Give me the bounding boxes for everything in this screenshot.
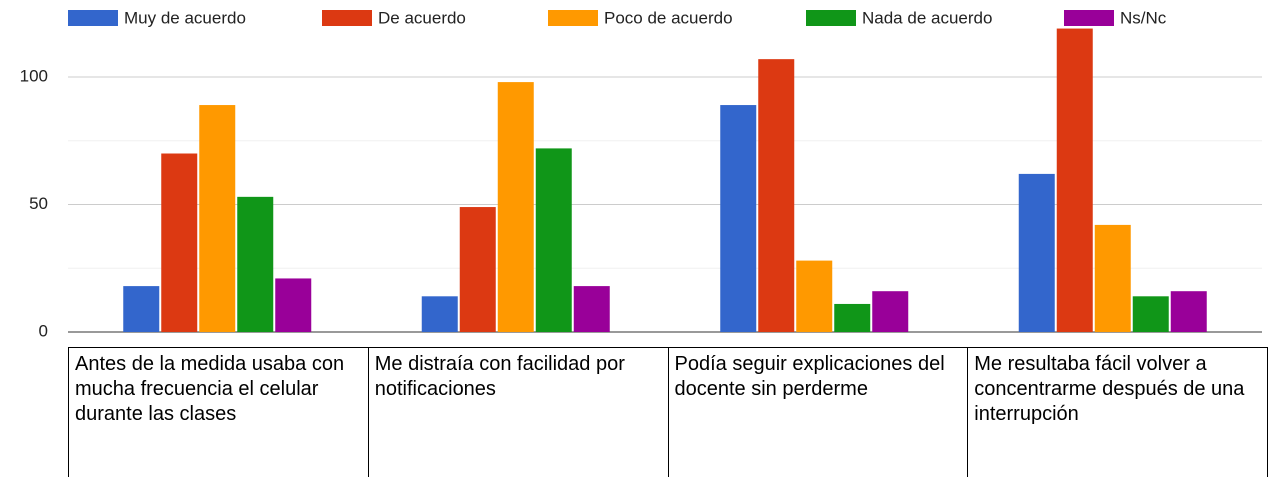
legend-label: Nada de acuerdo bbox=[862, 8, 992, 27]
bar bbox=[758, 59, 795, 333]
y-tick-label: 100 bbox=[20, 66, 48, 85]
legend-label: Muy de acuerdo bbox=[124, 8, 246, 27]
bar bbox=[834, 303, 871, 332]
bar bbox=[497, 82, 534, 332]
legend-swatch bbox=[322, 10, 372, 26]
bar bbox=[237, 196, 274, 332]
bar bbox=[199, 105, 236, 332]
legend-label: Poco de acuerdo bbox=[604, 8, 733, 27]
category-label: Me distraía con facilidad por notificaci… bbox=[367, 347, 669, 477]
bar bbox=[1094, 224, 1131, 332]
legend-label: De acuerdo bbox=[378, 8, 466, 27]
bar bbox=[459, 207, 496, 332]
y-tick-label: 0 bbox=[39, 321, 48, 340]
legend-swatch bbox=[68, 10, 118, 26]
legend-swatch bbox=[806, 10, 856, 26]
category-label: Me resultaba fácil volver a concentrarme… bbox=[967, 347, 1268, 477]
bar bbox=[421, 296, 458, 332]
category-label: Podía seguir explicaciones del docente s… bbox=[667, 347, 969, 477]
bar bbox=[573, 286, 610, 332]
category-table: Antes de la medida usaba con mucha frecu… bbox=[68, 347, 1268, 477]
bar bbox=[1018, 173, 1055, 332]
y-tick-label: 50 bbox=[29, 194, 48, 213]
bar bbox=[720, 105, 757, 332]
bar bbox=[872, 291, 909, 332]
bar bbox=[1132, 296, 1169, 332]
bar bbox=[1170, 291, 1207, 332]
bar bbox=[1056, 28, 1093, 333]
legend-swatch bbox=[1064, 10, 1114, 26]
legend-swatch bbox=[548, 10, 598, 26]
bar bbox=[535, 148, 572, 332]
bar bbox=[275, 278, 312, 332]
category-label: Antes de la medida usaba con mucha frecu… bbox=[68, 347, 369, 477]
legend-label: Ns/Nc bbox=[1120, 8, 1167, 27]
bar bbox=[161, 153, 198, 332]
chart: 0 50 100 Muy de acuerdo De acuerdo Poco de ac… bbox=[20, 8, 1262, 340]
bar bbox=[796, 260, 833, 332]
bar bbox=[123, 286, 160, 332]
